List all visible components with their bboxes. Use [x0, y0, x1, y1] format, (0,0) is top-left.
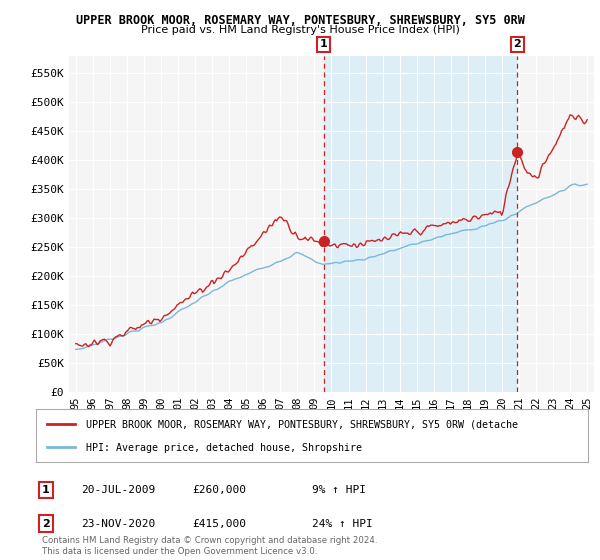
Text: £260,000: £260,000	[192, 485, 246, 495]
Text: 24% ↑ HPI: 24% ↑ HPI	[312, 519, 373, 529]
Text: Contains HM Land Registry data © Crown copyright and database right 2024.
This d: Contains HM Land Registry data © Crown c…	[42, 536, 377, 556]
Text: 2: 2	[42, 519, 50, 529]
Text: 1: 1	[320, 39, 328, 49]
Text: 23-NOV-2020: 23-NOV-2020	[81, 519, 155, 529]
Text: UPPER BROOK MOOR, ROSEMARY WAY, PONTESBURY, SHREWSBURY, SY5 0RW (detache: UPPER BROOK MOOR, ROSEMARY WAY, PONTESBU…	[86, 420, 518, 430]
Text: £415,000: £415,000	[192, 519, 246, 529]
Text: 1: 1	[42, 485, 50, 495]
Text: 2: 2	[514, 39, 521, 49]
Bar	[324, 56, 517, 392]
Text: UPPER BROOK MOOR, ROSEMARY WAY, PONTESBURY, SHREWSBURY, SY5 0RW: UPPER BROOK MOOR, ROSEMARY WAY, PONTESBU…	[76, 14, 524, 27]
Text: 9% ↑ HPI: 9% ↑ HPI	[312, 485, 366, 495]
Text: Price paid vs. HM Land Registry's House Price Index (HPI): Price paid vs. HM Land Registry's House …	[140, 25, 460, 35]
Text: HPI: Average price, detached house, Shropshire: HPI: Average price, detached house, Shro…	[86, 443, 362, 453]
Text: 20-JUL-2009: 20-JUL-2009	[81, 485, 155, 495]
